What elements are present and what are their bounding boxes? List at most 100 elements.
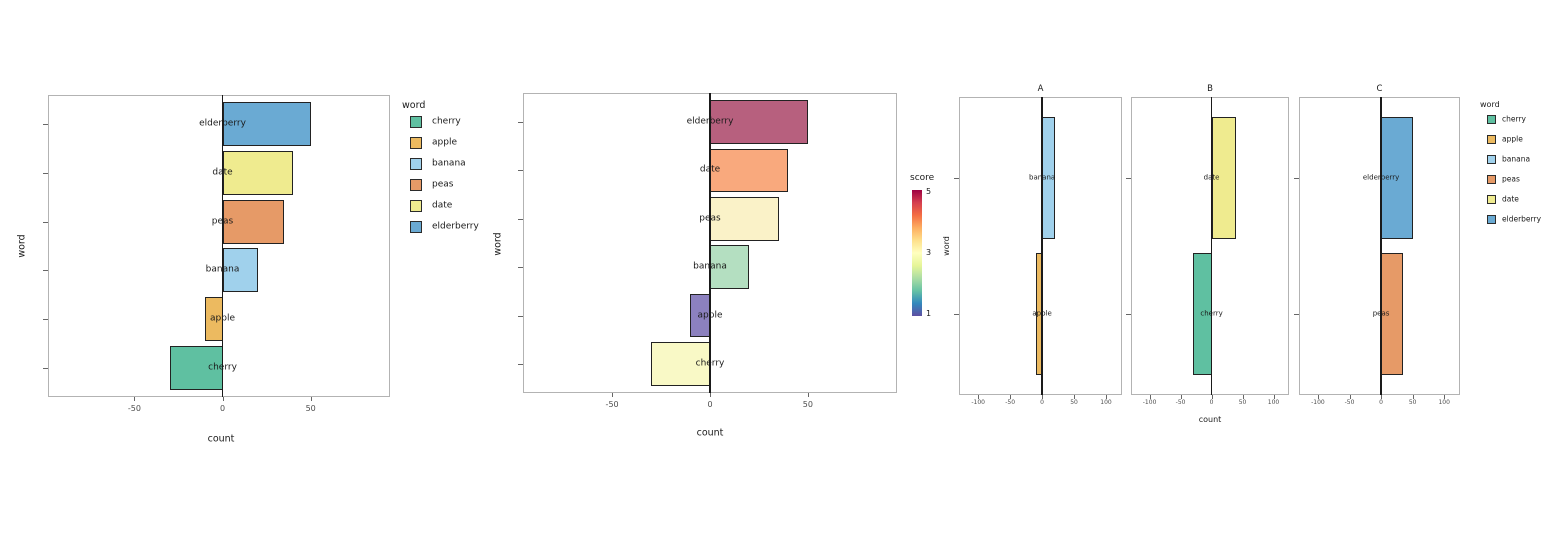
x-tick-label: 50 bbox=[1070, 399, 1078, 406]
x-tick-label: -100 bbox=[1142, 399, 1157, 406]
bar-date bbox=[222, 151, 294, 195]
x-tick bbox=[1106, 395, 1108, 399]
y-tick bbox=[518, 170, 523, 172]
legend-label: apple bbox=[432, 137, 457, 148]
facet-title: A bbox=[1037, 83, 1044, 94]
colorbar-tick-label: 5 bbox=[926, 187, 932, 196]
legend-swatch bbox=[410, 179, 422, 191]
legend-label: peas bbox=[1502, 174, 1520, 184]
legend-swatch bbox=[1487, 114, 1496, 124]
bar-label: elderberry bbox=[1362, 173, 1400, 182]
bar-label: elderberry bbox=[199, 118, 246, 129]
bar-banana bbox=[222, 248, 258, 293]
legend-label: peas bbox=[432, 179, 454, 190]
legend-label: date bbox=[1502, 194, 1519, 204]
y-tick bbox=[43, 172, 48, 174]
legend-label: elderberry bbox=[1502, 214, 1542, 224]
y-tick bbox=[1294, 178, 1299, 180]
y-tick bbox=[518, 122, 523, 124]
x-axis-label: count bbox=[1198, 415, 1222, 424]
legend-label: elderberry bbox=[432, 221, 479, 232]
bar-cherry bbox=[169, 345, 223, 390]
y-axis-label: word bbox=[16, 234, 28, 258]
x-tick-label: 50 bbox=[1408, 399, 1417, 406]
legend-label: cherry bbox=[1502, 114, 1526, 124]
y-tick bbox=[43, 367, 48, 369]
x-tick-label: -100 bbox=[1311, 399, 1325, 406]
x-tick-label: -50 bbox=[605, 400, 619, 409]
x-tick bbox=[1444, 395, 1446, 399]
bar-label: banana bbox=[205, 264, 240, 275]
y-tick bbox=[43, 270, 48, 272]
colorbar-gradient bbox=[912, 190, 922, 316]
legend-label: banana bbox=[1502, 154, 1531, 164]
bar-label: peas bbox=[1372, 309, 1390, 318]
legend-swatch bbox=[410, 116, 422, 128]
y-tick bbox=[954, 178, 959, 180]
bar-label: date bbox=[699, 164, 721, 175]
x-tick-label: -100 bbox=[971, 399, 985, 406]
y-tick bbox=[518, 218, 523, 220]
x-tick-label: 0 bbox=[1379, 399, 1383, 406]
y-axis-label: word bbox=[492, 232, 504, 256]
legend-swatch bbox=[1487, 154, 1496, 164]
bar-peas bbox=[710, 197, 779, 241]
legend-swatch bbox=[1487, 214, 1496, 224]
y-tick bbox=[1126, 313, 1131, 315]
x-tick bbox=[612, 393, 614, 397]
x-tick bbox=[1042, 395, 1044, 399]
x-tick-label: 100 bbox=[1438, 399, 1450, 406]
y-tick bbox=[518, 363, 523, 365]
facet-title: B bbox=[1207, 83, 1213, 94]
x-tick bbox=[1074, 395, 1076, 399]
x-axis-label: count bbox=[207, 433, 235, 445]
x-tick-label: -50 bbox=[1175, 399, 1186, 406]
x-tick bbox=[1180, 395, 1182, 399]
x-tick bbox=[710, 393, 711, 397]
x-tick bbox=[807, 393, 809, 397]
legend-title: word bbox=[1480, 100, 1500, 109]
y-axis-label: word bbox=[942, 236, 951, 256]
bar-label: cherry bbox=[1200, 309, 1223, 318]
legend-label: apple bbox=[1502, 134, 1523, 144]
bar-label: banana bbox=[693, 261, 727, 272]
x-tick bbox=[1273, 395, 1275, 399]
x-tick bbox=[1349, 395, 1351, 399]
x-tick bbox=[1242, 395, 1244, 399]
x-tick-label: 0 bbox=[1040, 399, 1045, 406]
bar-label: apple bbox=[210, 313, 236, 324]
bar-label: date bbox=[1203, 173, 1220, 182]
x-tick bbox=[310, 397, 312, 401]
colorbar-title: score bbox=[910, 173, 935, 183]
x-tick-label: 50 bbox=[305, 404, 316, 413]
facet-title: C bbox=[1376, 83, 1383, 94]
bar-label: elderberry bbox=[686, 116, 734, 127]
bar-label: cherry bbox=[695, 358, 725, 369]
x-tick bbox=[1317, 395, 1319, 399]
legend-label: banana bbox=[432, 158, 466, 169]
y-tick bbox=[43, 221, 48, 223]
zero-axis-line bbox=[1210, 97, 1213, 395]
x-tick-label: -50 bbox=[127, 404, 141, 413]
x-tick-label: 0 bbox=[219, 404, 226, 413]
bar-elderberry bbox=[222, 102, 311, 147]
bar-label: banana bbox=[1029, 173, 1056, 182]
zero-axis-line bbox=[1380, 97, 1382, 395]
zero-axis-line bbox=[709, 93, 711, 393]
plot-panel bbox=[1299, 97, 1460, 395]
legend-title: word bbox=[402, 100, 426, 111]
x-tick bbox=[978, 395, 980, 399]
colorbar-tick-label: 3 bbox=[926, 248, 932, 257]
bar-label: peas bbox=[699, 213, 721, 224]
y-tick bbox=[954, 313, 959, 315]
x-tick bbox=[1149, 395, 1151, 399]
y-tick bbox=[43, 319, 48, 321]
zero-axis-line bbox=[1041, 97, 1043, 395]
x-tick-label: 100 bbox=[1100, 399, 1112, 406]
x-tick-label: 0 bbox=[707, 400, 713, 409]
x-tick bbox=[134, 397, 136, 401]
x-tick-label: 0 bbox=[1209, 399, 1214, 406]
legend-swatch bbox=[1487, 174, 1496, 184]
x-tick-label: 100 bbox=[1267, 399, 1280, 406]
